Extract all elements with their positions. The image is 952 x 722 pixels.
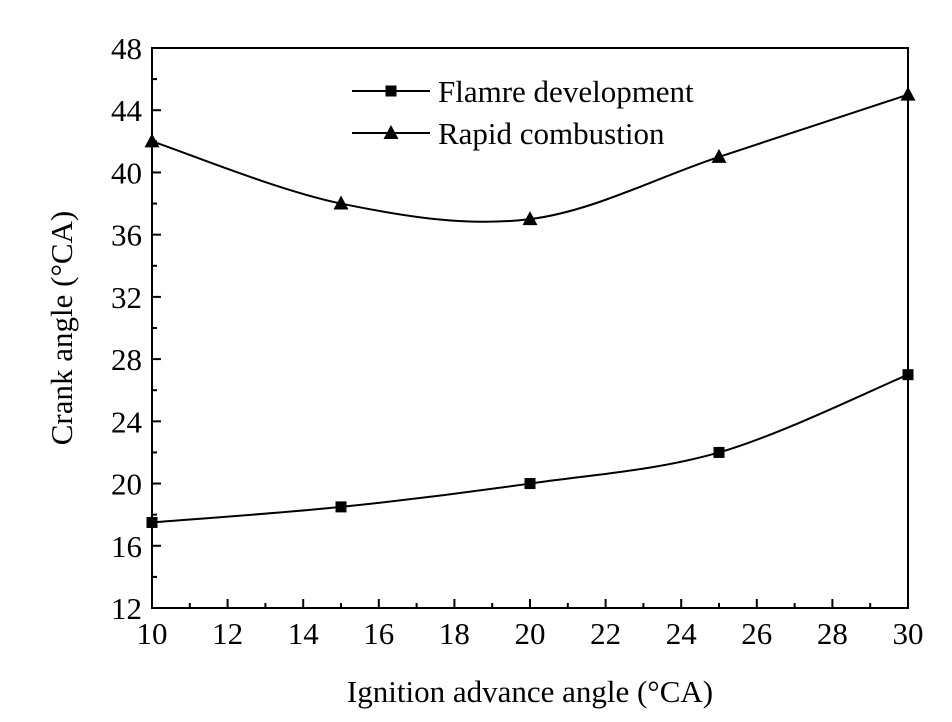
- y-tick-label: 28: [111, 342, 142, 377]
- x-tick-label: 24: [666, 616, 698, 651]
- data-point: [524, 478, 536, 490]
- legend-item: Rapid combustion: [352, 116, 665, 151]
- x-tick-label: 10: [137, 616, 168, 651]
- series-line: [151, 93, 909, 223]
- x-tick-label: 12: [212, 616, 243, 651]
- series-triangle: [144, 86, 916, 226]
- data-point: [711, 148, 727, 163]
- y-tick-label: 32: [111, 280, 142, 315]
- series-line: [151, 373, 909, 524]
- data-point: [900, 86, 916, 101]
- y-tick-label: 48: [111, 31, 142, 66]
- y-tick-label: 36: [111, 218, 142, 253]
- data-point: [144, 133, 160, 148]
- y-tick-label: 20: [111, 467, 142, 502]
- x-axis-title: Ignition advance angle (°CA): [347, 674, 713, 709]
- x-tick-label: 26: [741, 616, 772, 651]
- legend-label: Flamre development: [438, 74, 694, 109]
- data-point: [902, 369, 914, 381]
- x-tick-label: 28: [817, 616, 848, 651]
- y-tick-label: 40: [111, 155, 142, 190]
- x-tick-label: 20: [515, 616, 546, 651]
- series-layer: [144, 86, 916, 528]
- y-axis-title: Crank angle (°CA): [44, 211, 79, 446]
- x-tick-label: 16: [363, 616, 394, 651]
- x-tick-label: 14: [288, 616, 320, 651]
- y-tick-label: 44: [111, 93, 143, 128]
- data-point: [146, 516, 158, 528]
- legend: Flamre development Rapid combustion: [352, 74, 694, 151]
- data-point: [333, 195, 349, 210]
- x-tick-label: 22: [590, 616, 621, 651]
- data-point: [713, 446, 725, 458]
- y-axis-ticks: 12 16 20 24 28 32 36 40 44 48: [111, 31, 161, 626]
- y-tick-label: 24: [111, 404, 143, 439]
- x-tick-label: 18: [439, 616, 470, 651]
- y-tick-label: 16: [111, 529, 142, 564]
- legend-marker: [383, 125, 399, 139]
- legend-label: Rapid combustion: [438, 116, 665, 151]
- series-square: [146, 369, 914, 528]
- x-axis-ticks: 10 12 14 16 18 20 22 24 26 28 30: [137, 599, 924, 651]
- y-tick-label: 12: [111, 591, 142, 626]
- data-point: [335, 501, 347, 513]
- x-tick-label: 30: [893, 616, 924, 651]
- data-point: [522, 211, 538, 226]
- legend-item: Flamre development: [352, 74, 694, 109]
- legend-marker: [385, 85, 397, 97]
